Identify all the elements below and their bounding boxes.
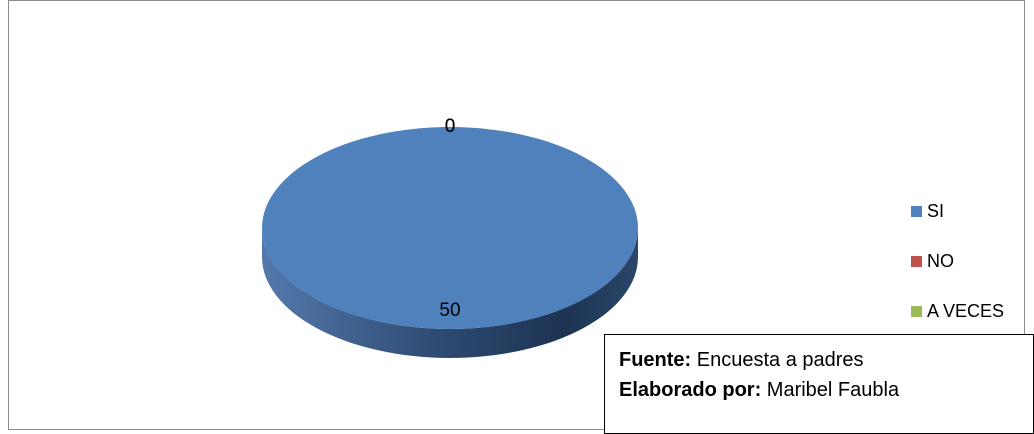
data-label-a-veces: 0	[445, 116, 456, 137]
source-line: Fuente: Encuesta a padres	[619, 345, 1033, 375]
data-label-si: 50	[439, 300, 460, 321]
legend-swatch-no	[911, 255, 922, 267]
legend-label-a-veces: A VECES	[927, 300, 1005, 321]
author-line: Elaborado por: Maribel Faubla	[619, 375, 1033, 405]
data-label-no: 0	[445, 116, 456, 137]
pie-slice-si	[262, 127, 638, 329]
legend-swatch-a-veces	[911, 305, 922, 317]
legend-item-si: SI	[911, 200, 944, 222]
legend-item-no: NO	[911, 250, 954, 272]
legend-label-no: NO	[927, 250, 954, 271]
source-text: Encuesta a padres	[691, 349, 864, 371]
legend-item-a-veces: A VECES	[911, 300, 1004, 322]
legend-swatch-si	[911, 205, 922, 217]
source-note: Fuente: Encuesta a padres Elaborado por:…	[604, 334, 1034, 434]
author-label: Elaborado por:	[619, 379, 762, 401]
source-label: Fuente:	[619, 349, 692, 371]
author-text: Maribel Faubla	[761, 379, 900, 401]
legend-label-si: SI	[927, 200, 945, 221]
pie-side	[262, 228, 638, 358]
